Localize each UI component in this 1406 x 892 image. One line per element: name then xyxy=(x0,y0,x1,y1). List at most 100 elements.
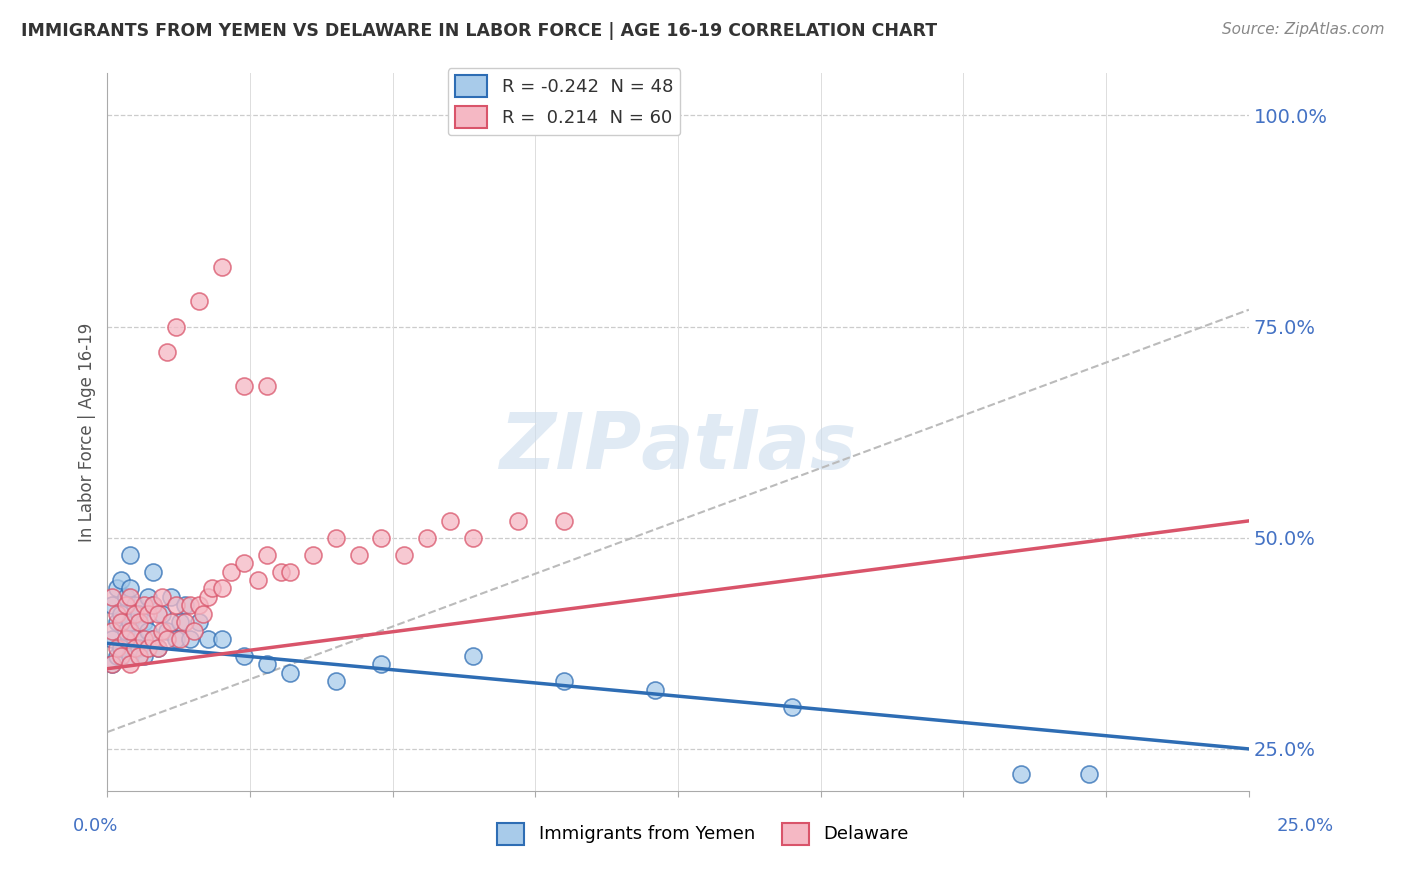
Text: Source: ZipAtlas.com: Source: ZipAtlas.com xyxy=(1222,22,1385,37)
Point xyxy=(197,632,219,647)
Point xyxy=(553,674,575,689)
Text: IMMIGRANTS FROM YEMEN VS DELAWARE IN LABOR FORCE | AGE 16-19 CORRELATION CHART: IMMIGRANTS FROM YEMEN VS DELAWARE IN LAB… xyxy=(21,22,938,40)
Point xyxy=(142,599,165,613)
Point xyxy=(101,624,124,638)
Point xyxy=(156,624,179,638)
Point xyxy=(370,657,392,672)
Point xyxy=(132,615,155,630)
Point xyxy=(120,590,142,604)
Point xyxy=(508,514,530,528)
Point xyxy=(105,582,128,596)
Point xyxy=(247,573,270,587)
Point xyxy=(142,632,165,647)
Point xyxy=(132,632,155,647)
Point xyxy=(187,615,209,630)
Point xyxy=(110,607,132,621)
Point xyxy=(124,640,146,655)
Point xyxy=(120,624,142,638)
Point xyxy=(110,648,132,663)
Point xyxy=(114,590,136,604)
Point xyxy=(124,632,146,647)
Point xyxy=(120,657,142,672)
Point xyxy=(105,615,128,630)
Point xyxy=(165,319,187,334)
Point xyxy=(416,531,439,545)
Point xyxy=(169,615,191,630)
Point xyxy=(780,699,803,714)
Text: 0.0%: 0.0% xyxy=(73,817,118,835)
Point xyxy=(302,548,325,562)
Point xyxy=(347,548,370,562)
Point xyxy=(110,640,132,655)
Point xyxy=(165,599,187,613)
Point xyxy=(120,615,142,630)
Point xyxy=(370,531,392,545)
Point xyxy=(110,615,132,630)
Point xyxy=(101,590,124,604)
Text: 25.0%: 25.0% xyxy=(1277,817,1333,835)
Point xyxy=(138,640,160,655)
Point xyxy=(156,632,179,647)
Point xyxy=(461,648,484,663)
Point xyxy=(553,514,575,528)
Point xyxy=(114,624,136,638)
Point xyxy=(138,590,160,604)
Point xyxy=(233,648,256,663)
Point xyxy=(211,632,233,647)
Point xyxy=(211,260,233,275)
Point xyxy=(132,648,155,663)
Point xyxy=(150,590,173,604)
Point xyxy=(392,548,415,562)
Point xyxy=(233,378,256,392)
Point xyxy=(114,632,136,647)
Point xyxy=(124,599,146,613)
Point xyxy=(174,615,197,630)
Point xyxy=(142,632,165,647)
Point xyxy=(174,599,197,613)
Legend: R = -0.242  N = 48, R =  0.214  N = 60: R = -0.242 N = 48, R = 0.214 N = 60 xyxy=(447,68,681,136)
Point xyxy=(138,624,160,638)
Point xyxy=(179,599,201,613)
Point xyxy=(128,640,150,655)
Y-axis label: In Labor Force | Age 16-19: In Labor Force | Age 16-19 xyxy=(79,323,96,541)
Point xyxy=(142,599,165,613)
Point xyxy=(146,607,169,621)
Point xyxy=(270,565,292,579)
Point xyxy=(193,607,215,621)
Point xyxy=(124,607,146,621)
Point xyxy=(132,599,155,613)
Point xyxy=(120,548,142,562)
Text: ZIP​atlas: ZIP​atlas xyxy=(499,409,856,484)
Point xyxy=(146,640,169,655)
Point xyxy=(644,682,666,697)
Point xyxy=(142,565,165,579)
Point xyxy=(156,345,179,359)
Point xyxy=(128,615,150,630)
Point xyxy=(201,582,224,596)
Point xyxy=(160,590,183,604)
Point xyxy=(160,615,183,630)
Point xyxy=(183,624,205,638)
Point xyxy=(101,657,124,672)
Point xyxy=(461,531,484,545)
Point xyxy=(105,640,128,655)
Point xyxy=(105,648,128,663)
Point xyxy=(233,556,256,570)
Point xyxy=(120,582,142,596)
Point xyxy=(187,599,209,613)
Point xyxy=(278,665,301,680)
Point xyxy=(325,674,347,689)
Point xyxy=(165,632,187,647)
Point xyxy=(110,573,132,587)
Point xyxy=(120,648,142,663)
Point xyxy=(101,632,124,647)
Point xyxy=(325,531,347,545)
Point xyxy=(150,607,173,621)
Point xyxy=(211,582,233,596)
Legend: Immigrants from Yemen, Delaware: Immigrants from Yemen, Delaware xyxy=(489,815,917,852)
Point xyxy=(128,648,150,663)
Point xyxy=(179,632,201,647)
Point xyxy=(278,565,301,579)
Point xyxy=(146,640,169,655)
Point xyxy=(256,378,278,392)
